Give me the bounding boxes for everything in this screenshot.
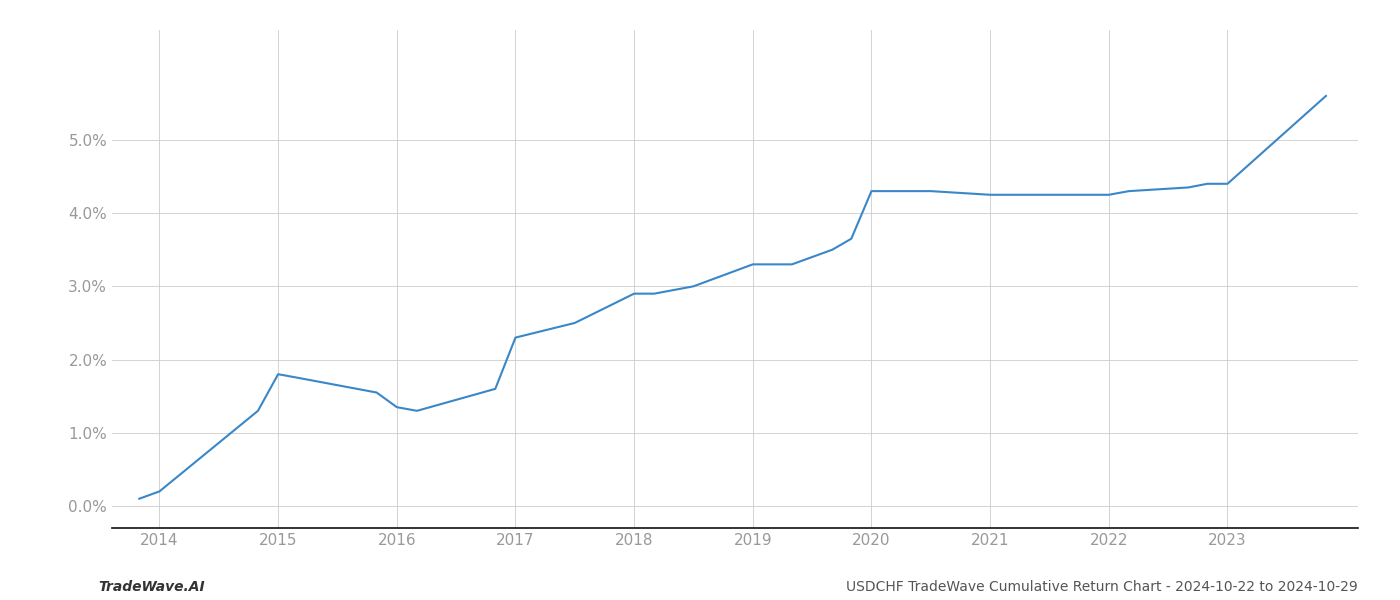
Text: TradeWave.AI: TradeWave.AI	[98, 580, 204, 594]
Text: USDCHF TradeWave Cumulative Return Chart - 2024-10-22 to 2024-10-29: USDCHF TradeWave Cumulative Return Chart…	[846, 580, 1358, 594]
